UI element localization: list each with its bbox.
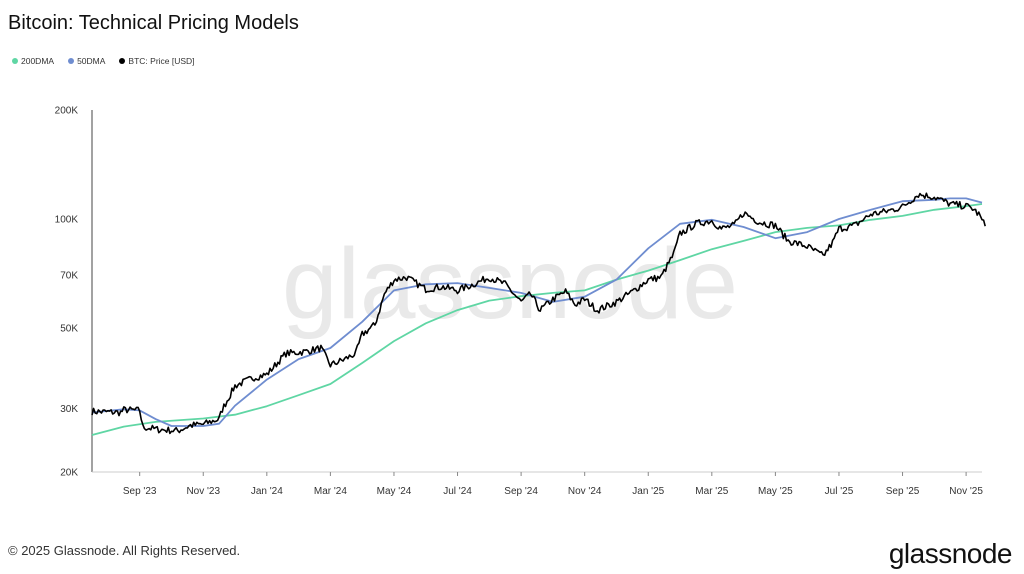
x-tick-label: Nov '24 [568,486,602,497]
x-tick-label: May '25 [758,486,793,497]
brand-logo: glassnode [888,538,1013,569]
x-tick-label: Nov '25 [949,486,983,497]
x-axis: Sep '23 Nov '23 Jan '24 Mar '24 May '24 Jul '… [92,471,983,497]
y-tick-label: 70K [60,271,78,282]
x-tick-label: May '24 [377,486,412,497]
series-group [91,192,986,436]
copyright-footer: © 2025 Glassnode. All Rights Reserved. [8,543,241,558]
x-tick-label: Mar '24 [314,486,347,497]
series-line-btc-price-usd [91,192,986,435]
legend-item-200dma[interactable]: 200DMA [12,56,54,66]
y-tick-label: 50K [60,323,78,334]
legend-dot-icon [119,58,126,64]
legend-label: 200DMA [21,56,55,66]
x-tick-label: Sep '23 [123,486,157,497]
chart-watermark: glassnode [282,228,738,340]
legend-label: BTC: Price [USD] [128,56,195,66]
y-tick-label: 20K [60,468,78,479]
x-tick-label: Sep '25 [886,486,920,497]
x-tick-label: Nov '23 [186,486,220,497]
series-line-200dma [91,203,983,436]
x-tick-label: Sep '24 [504,486,538,497]
x-tick-label: Mar '25 [695,486,728,497]
y-tick-label: 100K [55,214,79,225]
x-tick-label: Jul '24 [443,486,472,497]
y-tick-label: 30K [60,404,78,415]
x-tick-label: Jan '25 [632,486,664,497]
series-line-50dma [91,197,983,427]
legend-dot-icon [68,58,75,64]
legend-item-50dma[interactable]: 50DMA [68,56,105,66]
legend-label: 50DMA [77,56,106,66]
legend-item-btc-price[interactable]: BTC: Price [USD] [119,56,195,66]
chart-title: Bitcoin: Technical Pricing Models [8,12,299,34]
x-tick-label: Jan '24 [251,486,283,497]
legend: 200DMA 50DMA BTC: Price [USD] [12,56,195,66]
y-axis: 200K 100K 70K 50K 30K 20K [55,106,93,479]
legend-dot-icon [12,58,18,64]
y-tick-label: 200K [55,106,79,117]
x-tick-label: Jul '25 [825,486,854,497]
